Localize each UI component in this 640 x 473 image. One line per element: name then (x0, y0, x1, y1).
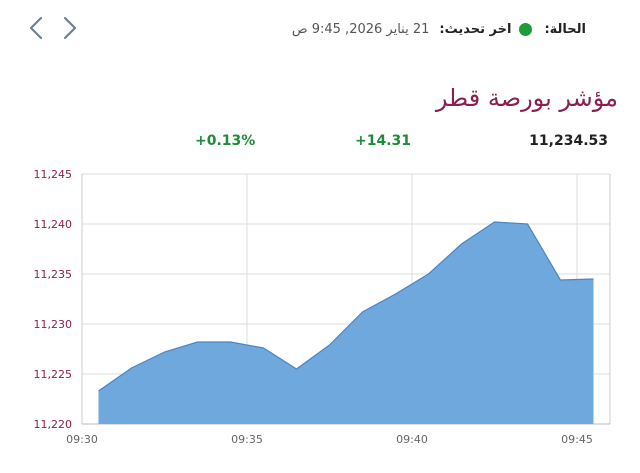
index-chart: 11,245 11,240 11,235 11,230 11,225 11,220 09:3… (34, 168, 611, 446)
y-tick-label: 11,240 (34, 218, 73, 231)
area-fill (98, 222, 594, 424)
y-tick-label: 11,220 (34, 418, 73, 431)
x-tick-label: 09:35 (231, 433, 263, 446)
status-indicator-icon (519, 23, 533, 36)
chevron-right-icon (63, 16, 77, 40)
x-tick-label: 09:40 (396, 433, 428, 446)
prev-button[interactable] (26, 14, 46, 42)
y-tick-label: 11,235 (34, 268, 73, 281)
y-tick-label: 11,245 (34, 168, 73, 181)
update-label: اخر تحديث: (439, 22, 512, 37)
next-button[interactable] (60, 14, 80, 42)
x-tick-label: 09:45 (561, 433, 593, 446)
nav-arrows (26, 14, 80, 42)
index-change: +14.31 (355, 133, 412, 149)
y-tick-label: 11,225 (34, 368, 73, 381)
y-tick-label: 11,230 (34, 318, 73, 331)
update-timestamp: 21 يناير 2026, 9:45 ص (291, 22, 430, 37)
index-price: 11,234.53 (529, 133, 608, 149)
series-line (98, 221, 594, 392)
index-change-percent: +0.13% (195, 133, 256, 149)
index-title: مؤشر بورصة قطر (435, 84, 618, 112)
x-tick-label: 09:30 (66, 433, 98, 446)
status-label: الحالة: (544, 22, 586, 37)
status-row: الحالة: اخر تحديث: 21 يناير 2026, 9:45 ص (292, 22, 586, 37)
index-metrics: 11,234.53 +14.31 +0.13% (0, 133, 640, 153)
chevron-left-icon (29, 16, 43, 40)
